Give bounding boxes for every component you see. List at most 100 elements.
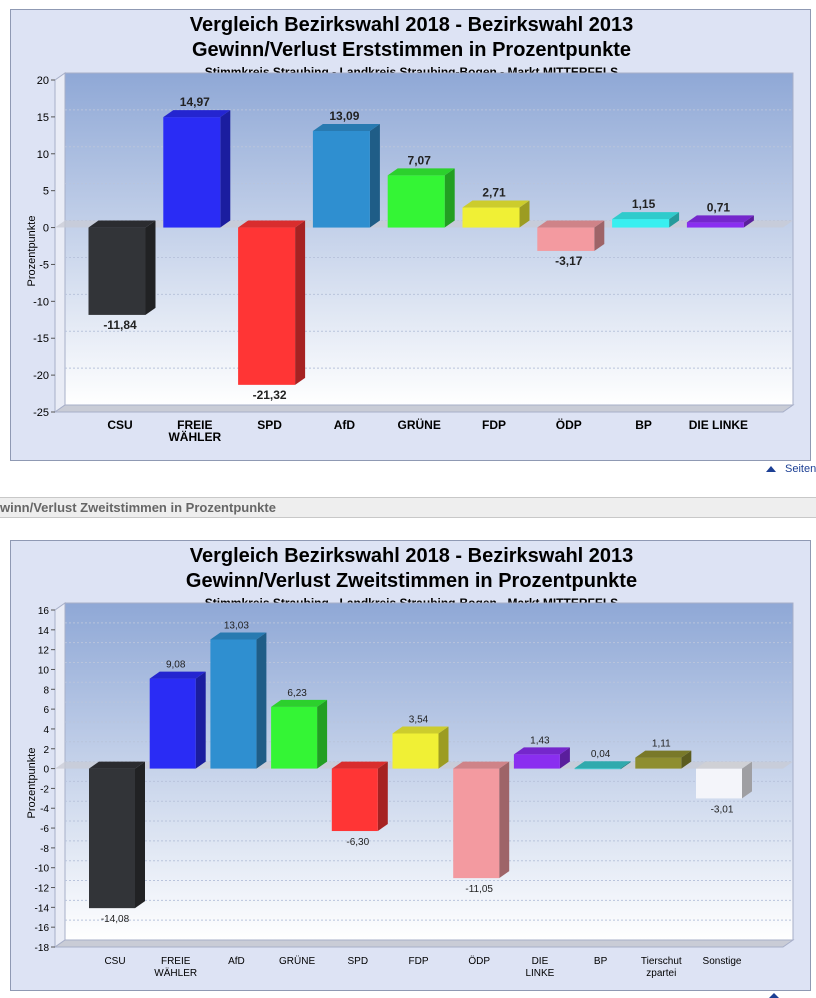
- y-tick-label: -15: [33, 333, 49, 345]
- bar-side: [438, 726, 449, 769]
- arrow-up-icon[interactable]: [769, 993, 779, 998]
- bar-4: [312, 123, 380, 228]
- chart-panel-erststimmen: Vergleich Bezirkswahl 2018 - Bezirkswahl…: [10, 9, 811, 461]
- bar-front: [238, 227, 296, 385]
- chart-title-line2: Gewinn/Verlust Zweitstimmen in Prozentpu…: [185, 570, 638, 592]
- x-tick-label: WÄHLER: [168, 429, 221, 444]
- bar-side: [377, 761, 388, 832]
- x-tick-label: FDP: [482, 418, 506, 432]
- y-tick-label: -6: [40, 824, 49, 835]
- bar-front: [271, 706, 318, 769]
- page-top-link[interactable]: Seitenanfang: [766, 462, 816, 480]
- bar-value-label: 1,11: [652, 739, 671, 750]
- bar-side: [559, 747, 570, 769]
- bar-side: [145, 220, 156, 315]
- section-heading: winn/Verlust Zweitstimmen in Prozentpunk…: [0, 500, 276, 515]
- section-header: winn/Verlust Zweitstimmen in Prozentpunk…: [0, 497, 816, 518]
- y-tick-label: -16: [35, 923, 50, 934]
- bar-8: [612, 212, 680, 228]
- bar-2: [149, 671, 206, 769]
- y-tick-label: 20: [37, 75, 49, 87]
- x-tick-label: GRÜNE: [398, 417, 441, 432]
- y-tick-label: 8: [43, 685, 49, 696]
- bar-top: [163, 110, 231, 118]
- bar-6: [392, 726, 449, 769]
- chart-title-line2: Gewinn/Verlust Erststimmen in Prozentpun…: [192, 39, 631, 61]
- y-axis-label: Prozentpunkte: [26, 748, 38, 819]
- x-tick-label: CSU: [107, 418, 132, 432]
- bar-front: [686, 222, 744, 228]
- bar-front: [149, 678, 196, 769]
- bar-front: [387, 175, 445, 228]
- bar-3: [210, 632, 267, 769]
- y-tick-label: -4: [40, 804, 49, 815]
- bar-side: [369, 123, 380, 228]
- bar-5: [387, 168, 455, 228]
- y-tick-label: -18: [35, 943, 50, 954]
- y-tick-label: -12: [35, 884, 50, 895]
- bar-front: [89, 768, 135, 909]
- bar-front: [574, 768, 621, 770]
- bar-side: [317, 699, 328, 769]
- bar-7: [453, 761, 510, 879]
- y-tick-label: 6: [43, 705, 49, 716]
- bar-top: [88, 220, 156, 228]
- bar-value-label: 1,15: [632, 197, 656, 211]
- bar-top: [149, 671, 206, 679]
- y-tick-label: -8: [40, 844, 49, 855]
- bar-value-label: -21,32: [253, 388, 287, 402]
- bar-value-label: -3,17: [555, 254, 583, 268]
- x-tick-label: Tierschut: [641, 956, 682, 967]
- bar-5: [331, 761, 388, 832]
- bar-top: [392, 726, 449, 734]
- bar-front: [312, 130, 370, 228]
- chart-title: Vergleich Bezirkswahl 2018 - Bezirkswahl…: [189, 14, 634, 36]
- bar-chart-zweitstimmen: 16 14 12 10 8 6 4 2 0 -2 -4 -6 -8 -10 -12 -14 -16 -18 Proz…: [26, 602, 795, 979]
- y-axis-label: Prozentpunkte: [26, 216, 38, 287]
- plot-back-wall: [64, 602, 794, 941]
- bar-top: [537, 220, 605, 228]
- bar-side: [594, 220, 605, 251]
- chart-title: Vergleich Bezirkswahl 2018 - Bezirkswahl…: [189, 545, 634, 567]
- x-tick-label: BP: [594, 956, 608, 967]
- bar-side: [669, 212, 680, 228]
- x-tick-label: AfD: [334, 418, 356, 432]
- bar-value-label: -11,05: [465, 884, 493, 895]
- bar-top: [453, 761, 510, 769]
- plot-side-wall: [54, 72, 66, 413]
- bar-7: [537, 220, 605, 251]
- y-tick-label: 2: [43, 745, 49, 756]
- bar-value-label: 2,71: [482, 186, 506, 200]
- x-tick-label: zpartei: [646, 968, 676, 979]
- bar-side: [444, 168, 455, 228]
- chart-panel-zweitstimmen: Vergleich Bezirkswahl 2018 - Bezirkswahl…: [10, 540, 811, 991]
- x-tick-label: FREIE: [177, 418, 212, 432]
- bar-9: [574, 761, 631, 770]
- x-tick-label: FDP: [409, 956, 429, 967]
- bar-value-label: -3,01: [711, 804, 734, 815]
- bar-side: [499, 761, 510, 879]
- bar-value-label: 7,07: [408, 153, 432, 167]
- bar-top: [696, 761, 752, 769]
- bar-1: [88, 220, 156, 315]
- bar-top: [331, 761, 388, 769]
- x-tick-label: AfD: [228, 956, 245, 967]
- bar-top: [271, 699, 328, 707]
- bar-value-label: -14,08: [101, 914, 130, 925]
- bar-1: [89, 761, 145, 909]
- x-tick-label: DIE: [532, 956, 549, 967]
- bar-3: [238, 220, 306, 385]
- bar-front: [331, 768, 378, 832]
- page-top-link-label: Seitenanfang: [785, 463, 816, 475]
- bar-value-label: -11,84: [103, 318, 137, 332]
- bar-side: [620, 761, 631, 770]
- bar-4: [271, 699, 328, 769]
- bar-top: [387, 168, 455, 176]
- arrow-up-icon: [766, 466, 776, 472]
- y-tick-label: 14: [38, 626, 50, 637]
- bar-front: [453, 768, 500, 879]
- y-tick-label: 5: [43, 186, 49, 198]
- bar-10: [635, 750, 692, 769]
- bar-side: [195, 671, 206, 769]
- bar-value-label: 14,97: [180, 95, 210, 109]
